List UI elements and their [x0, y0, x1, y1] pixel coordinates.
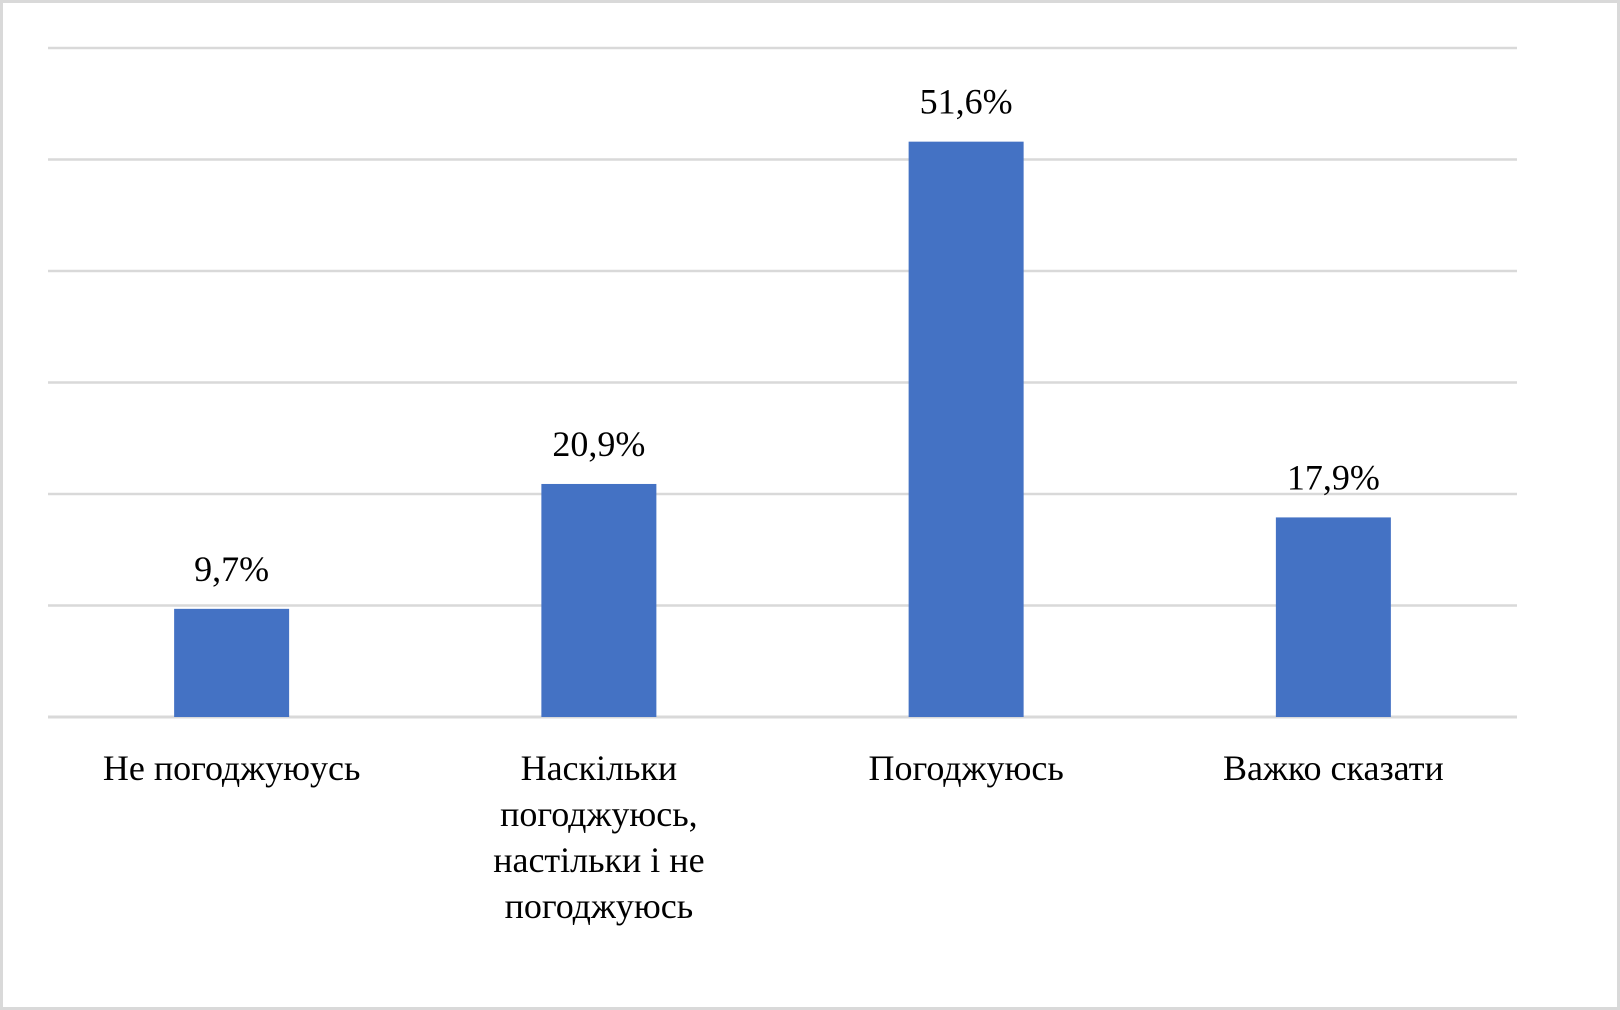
category-label-2: Погоджуюсь: [868, 748, 1063, 788]
category-label-0-line-0: Не погоджуюусь: [103, 748, 361, 788]
category-label-1-line-2: настільки і не: [493, 840, 704, 880]
data-label-3: 17,9%: [1287, 457, 1380, 497]
bars: [174, 141, 1391, 717]
category-label-1-line-3: погоджуюсь: [505, 886, 694, 926]
category-label-0: Не погоджуюусь: [103, 748, 361, 788]
data-label-1: 20,9%: [552, 424, 645, 464]
gridlines: [48, 46, 1517, 719]
bar-0: [174, 608, 290, 717]
category-label-1-line-1: погоджуюсь,: [500, 794, 698, 834]
bar-1: [541, 483, 657, 717]
category-label-2-line-0: Погоджуюсь: [868, 748, 1063, 788]
data-labels: 9,7% 20,9% 51,6% 17,9%: [194, 82, 1380, 589]
category-label-3: Важко сказати: [1223, 748, 1444, 788]
bar-chart: 9,7% 20,9% 51,6% 17,9% Не погоджуюусь Наскіл…: [48, 46, 1517, 926]
category-labels: Не погоджуюусь Наскільки погоджуюсь, настіл…: [103, 748, 1444, 926]
category-label-1: Наскільки погоджуюсь, настільки і не погодж…: [493, 748, 704, 926]
category-label-3-line-0: Важко сказати: [1223, 748, 1444, 788]
bar-2: [908, 141, 1024, 717]
bar-3: [1275, 517, 1391, 717]
data-label-2: 51,6%: [920, 82, 1013, 122]
category-label-1-line-0: Наскільки: [521, 748, 678, 788]
data-label-0: 9,7%: [194, 549, 269, 589]
